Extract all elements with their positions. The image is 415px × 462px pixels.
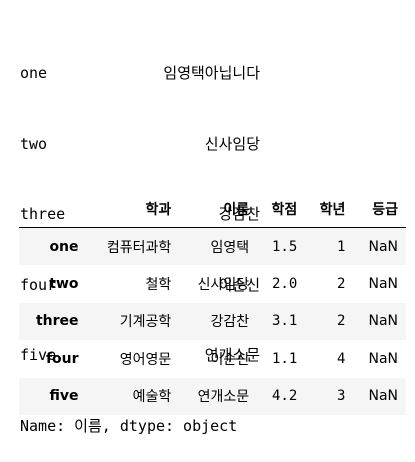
- cell-rank: NaN: [368, 238, 398, 255]
- series-value: 신사임당: [204, 134, 260, 153]
- series-row: five 연개소문: [20, 344, 260, 368]
- row-index: two: [49, 275, 79, 292]
- cell-department: 기계공학: [119, 314, 172, 331]
- cell-grade-year: 1: [337, 238, 346, 255]
- series-index: four: [20, 275, 57, 294]
- cell-rank: NaN: [368, 313, 398, 330]
- index-header: [19, 190, 87, 228]
- table-row: two 철학 신사임당 2.0 2 NaN: [19, 265, 406, 303]
- cell-credit: 1.5: [271, 238, 298, 255]
- column-header-credit: 학점: [257, 190, 306, 228]
- table-row: four 영어영문 이순신 1.1 4 NaN: [19, 340, 406, 378]
- cell-department: 컴퓨터과학: [106, 239, 172, 256]
- series-value: 임영택아닙니다: [163, 64, 260, 82]
- cell-credit: 3.1: [271, 313, 298, 330]
- series-row: four 이순신: [20, 274, 260, 298]
- series-index: two: [20, 134, 48, 153]
- table-row: five 예술학 연개소문 4.2 3 NaN: [19, 377, 406, 415]
- cell-department: 영어영문: [119, 351, 172, 368]
- dataframe-table: 학과 이름 학점 학년 등급 one 컴퓨터과학 임영택 1.5 1 NaN t…: [19, 190, 406, 415]
- cell-department: 철학: [145, 276, 172, 293]
- series-value: 연개소문: [204, 346, 260, 364]
- cell-name: 연개소문: [197, 389, 250, 406]
- series-dtype-footer: Name: 이름, dtype: object: [20, 416, 238, 435]
- cell-rank: NaN: [368, 350, 398, 367]
- cell-name: 이순신: [210, 351, 250, 368]
- cell-credit: 2.0: [271, 275, 298, 292]
- series-index: five: [20, 346, 57, 364]
- cell-grade-year: 2: [337, 275, 346, 292]
- cell-grade-year: 3: [337, 388, 346, 405]
- row-index: five: [49, 388, 79, 405]
- series-index: one: [20, 64, 48, 82]
- table-row: three 기계공학 강감찬 3.1 2 NaN: [19, 302, 406, 340]
- row-index: one: [49, 238, 79, 255]
- cell-credit: 1.1: [271, 350, 298, 367]
- cell-credit: 4.2: [271, 388, 298, 405]
- cell-grade-year: 2: [337, 313, 346, 330]
- column-header-name: 이름: [179, 190, 258, 228]
- row-index: four: [45, 350, 79, 367]
- cell-department: 예술학: [132, 389, 172, 406]
- cell-name: 신사임당: [197, 276, 250, 293]
- cell-name: 임영택: [210, 239, 250, 256]
- column-header-department: 학과: [86, 190, 180, 228]
- column-header-grade-year: 학년: [305, 190, 354, 228]
- cell-grade-year: 4: [337, 350, 346, 367]
- cell-rank: NaN: [368, 388, 398, 405]
- row-index: three: [35, 313, 79, 330]
- table-header-row: 학과 이름 학점 학년 등급: [19, 190, 406, 228]
- column-header-rank: 등급: [353, 190, 406, 228]
- table-row: one 컴퓨터과학 임영택 1.5 1 NaN: [19, 227, 406, 265]
- cell-rank: NaN: [368, 275, 398, 292]
- series-value: 이순신: [218, 275, 260, 294]
- cell-name: 강감찬: [210, 314, 250, 331]
- series-row: one 임영택아닙니다: [20, 62, 260, 86]
- series-row: two 신사임당: [20, 133, 260, 157]
